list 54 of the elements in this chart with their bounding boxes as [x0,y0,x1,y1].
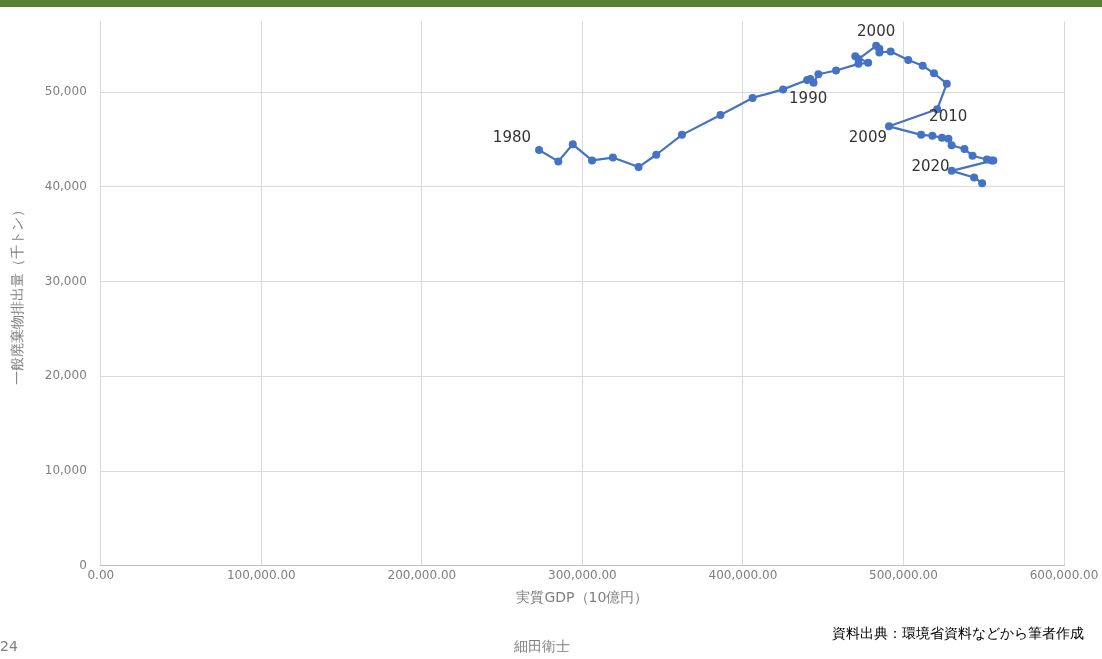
text: 細田衛士 [514,637,570,655]
text: 資料出典：環境省資料などから筆者作成 [832,624,1084,642]
point [535,146,544,155]
point [917,130,926,139]
point [929,69,938,78]
text: 24 [0,637,18,655]
y-tick-label: 20,000 [44,368,87,383]
x-tick-label: 0.00 [87,568,115,583]
point [608,153,617,162]
point [942,79,951,88]
y-tick-label: 10,000 [44,463,87,478]
point [864,58,873,67]
point [960,145,969,154]
y-axis-title: 一般廃棄物排出量（千トン） [9,202,26,385]
x-tick-label: 600,000.00 [1029,568,1099,583]
annotation: 1990 [789,89,828,108]
point [677,130,686,139]
point [568,140,577,149]
point [978,179,987,188]
y-tick-label: 0 [79,557,87,572]
point [652,150,661,159]
x-tick-label: 400,000.00 [708,568,778,583]
point [885,122,894,131]
annotation: 2020 [911,156,950,175]
annotation: 1980 [492,127,532,146]
point [814,70,823,79]
annotation: 2009 [848,128,888,147]
point [716,110,725,119]
point [904,56,913,65]
y-tick-label: 40,000 [44,179,87,194]
y-tick-label: 50,000 [44,84,87,99]
point [588,156,597,165]
point [937,133,946,142]
point [554,157,563,166]
point [832,66,841,75]
point [779,85,788,94]
point [968,151,977,160]
x-tick-label: 300,000.00 [548,568,617,583]
x-tick-label: 100,000.00 [226,568,296,583]
annotation: 2000 [857,21,896,40]
y-tick-label: 30,000 [44,273,87,288]
x-tick-label: 200,000.00 [387,568,457,583]
x-tick-label: 500,000.00 [869,568,938,583]
point [970,173,979,182]
point [634,163,643,172]
point [944,134,953,143]
point [918,61,927,70]
x-axis-title: 実質GDP（10億円） [516,589,649,606]
point [748,93,757,102]
point [886,47,895,56]
point [809,78,818,87]
annotation: 2010 [929,106,968,125]
point [947,141,956,150]
point [928,131,937,140]
